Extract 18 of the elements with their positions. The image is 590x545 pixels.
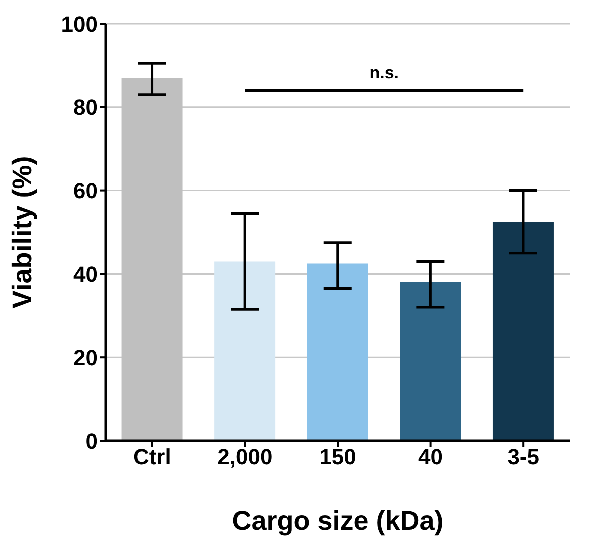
y-tick-label: 60 <box>74 178 98 204</box>
bar <box>307 264 368 441</box>
x-tick-label: 2,000 <box>218 444 273 470</box>
y-tick-label: 100 <box>61 12 98 37</box>
y-tick-label: 20 <box>74 345 98 370</box>
x-tick-label: 3-5 <box>508 444 540 470</box>
bar <box>492 222 554 441</box>
x-tick-label: Ctrl <box>133 444 172 470</box>
bar <box>214 262 276 441</box>
x-tick-label: 40 <box>418 444 444 470</box>
y-tick-label: 0 <box>86 428 98 454</box>
bar <box>400 282 462 441</box>
y-tick-label: 40 <box>74 262 98 288</box>
x-tick-label: 150 <box>320 444 356 470</box>
y-tick-label: 80 <box>74 95 98 120</box>
x-axis-title: Cargo size (kDa) <box>232 506 444 536</box>
y-axis-title: Viability (%) <box>8 156 38 309</box>
annotation: n.s. <box>370 64 400 83</box>
